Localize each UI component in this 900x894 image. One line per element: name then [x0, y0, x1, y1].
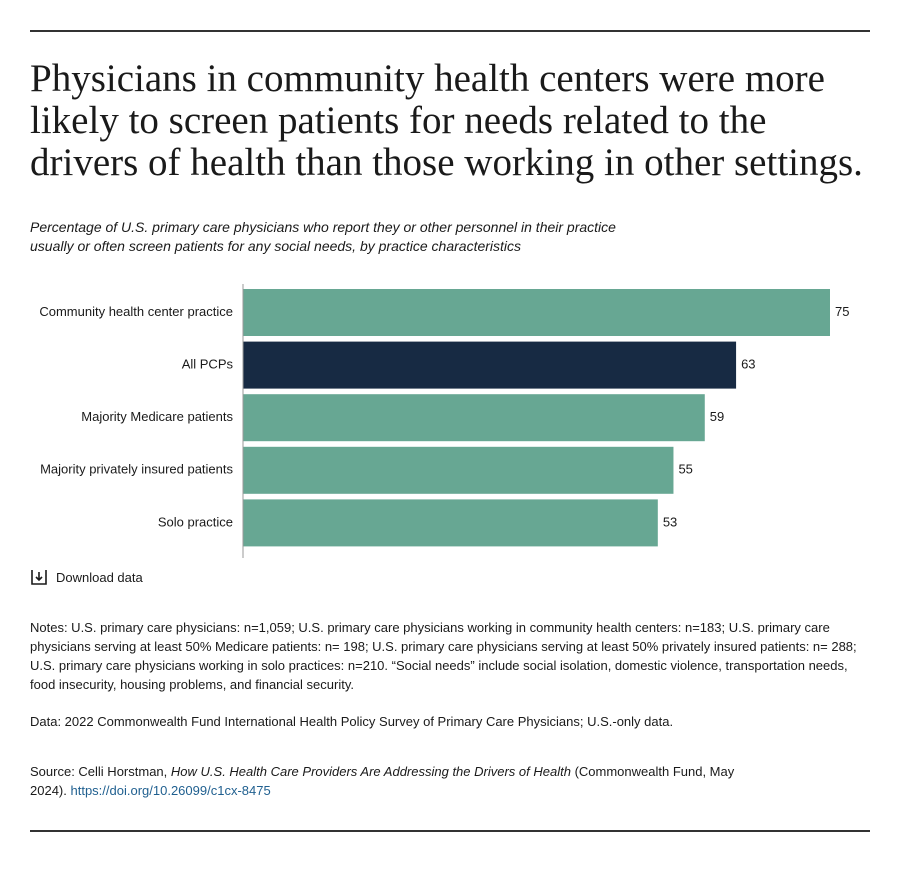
download-icon: [31, 570, 47, 585]
value-label: 75: [835, 304, 849, 319]
category-label: Majority Medicare patients: [81, 409, 233, 424]
source-prefix: Source: Celli Horstman,: [30, 764, 168, 779]
bar: [243, 289, 830, 336]
source: Source: Celli Horstman, How U.S. Health …: [30, 762, 770, 800]
download-button[interactable]: Download data: [30, 569, 143, 585]
chart-title: Physicians in community health centers w…: [30, 57, 863, 184]
category-label: Community health center practice: [39, 304, 233, 319]
value-label: 59: [710, 409, 724, 424]
bar: [243, 341, 737, 389]
value-label: 53: [663, 514, 677, 529]
bar: [243, 394, 705, 442]
category-label: Majority privately insured patients: [40, 462, 233, 477]
chart-subtitle: Percentage of U.S. primary care physicia…: [30, 219, 616, 254]
category-label: All PCPs: [182, 357, 234, 372]
value-label: 55: [678, 462, 692, 477]
source-link[interactable]: https://doi.org/10.26099/c1cx-8475: [70, 783, 271, 798]
value-label: 63: [741, 357, 755, 372]
bottom-rule: [30, 830, 870, 832]
chart: Community health center practice 75 All PC…: [39, 284, 849, 558]
source-title: How U.S. Health Care Providers Are Addre…: [170, 764, 571, 779]
top-rule: [30, 30, 870, 32]
bar: [243, 446, 674, 494]
source-suffix: (Commonwealth Fund, May 2024).: [30, 764, 735, 798]
download-label: Download data: [56, 569, 143, 585]
notes: Notes: U.S. primary care physicians: n=1…: [30, 620, 857, 692]
bar: [243, 499, 658, 547]
data-note: Data: 2022 Commonwealth Fund Internation…: [30, 714, 674, 729]
category-label: Solo practice: [158, 514, 233, 529]
